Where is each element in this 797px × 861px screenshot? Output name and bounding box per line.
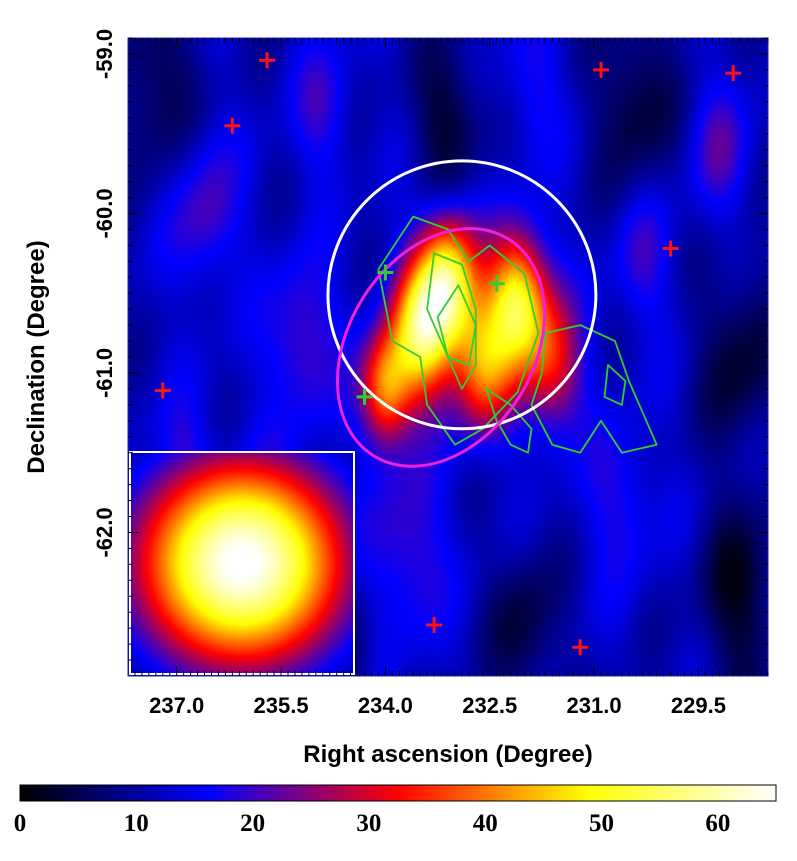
green-source-marker-2 [356, 388, 373, 405]
red-source-marker-1 [224, 117, 241, 134]
red-source-marker-0 [259, 52, 276, 69]
colorbar-tick-label: 60 [705, 810, 730, 837]
green-contour-4 [530, 324, 658, 454]
axis-ticks [128, 37, 769, 676]
red-source-marker-2 [154, 382, 171, 399]
red-source-marker-7 [572, 639, 589, 656]
green-contour-5 [603, 364, 627, 406]
colorbar-tick-label: 0 [14, 810, 27, 837]
green-contour-0 [377, 215, 540, 446]
x-tick-label: 231.0 [567, 693, 622, 718]
x-tick-labels: 237.0 235.5 234.0 232.5 231.0 229.5 [149, 693, 726, 718]
colorbar-tick-label: 50 [589, 810, 614, 837]
psf-inset-frame [129, 451, 355, 675]
y-tick-label: -59.0 [92, 29, 117, 79]
colorbar [19, 784, 777, 802]
y-axis-title: Declination (Degree) [23, 240, 50, 473]
psf-inset [129, 451, 355, 675]
green-source-marker-0 [377, 264, 394, 281]
red-source-marker-6 [426, 616, 443, 633]
overlay-layer [154, 52, 742, 656]
green-source-marker-1 [488, 275, 505, 292]
red-source-marker-5 [662, 240, 679, 257]
x-axis-title: Right ascension (Degree) [303, 741, 592, 768]
y-tick-label: -60.0 [92, 188, 117, 238]
colorbar-tick-label: 40 [473, 810, 498, 837]
psf-inset-image [130, 452, 354, 674]
y-tick-label: -62.0 [92, 507, 117, 557]
red-source-marker-3 [593, 61, 610, 78]
colorbar-tick-label: 30 [356, 810, 381, 837]
x-tick-label: 234.0 [358, 693, 413, 718]
white-circle [326, 159, 598, 431]
colorbar-tick-label: 10 [124, 810, 149, 837]
green-contour-1 [426, 252, 477, 390]
x-tick-label: 229.5 [671, 693, 726, 718]
y-tick-labels: -59.0 -60.0 -61.0 -62.0 [92, 29, 117, 558]
green-contour-3 [485, 387, 533, 454]
colorbar-tick-label: 20 [240, 810, 265, 837]
magenta-ellipse [335, 227, 547, 468]
green-contour-2 [436, 284, 477, 366]
x-tick-label: 235.5 [254, 693, 309, 718]
x-tick-label: 237.0 [149, 693, 204, 718]
colorbar-labels: 0 10 20 30 40 50 60 [14, 810, 731, 837]
x-tick-label: 232.5 [462, 693, 517, 718]
y-tick-label: -61.0 [92, 348, 117, 398]
red-source-marker-4 [725, 65, 742, 82]
